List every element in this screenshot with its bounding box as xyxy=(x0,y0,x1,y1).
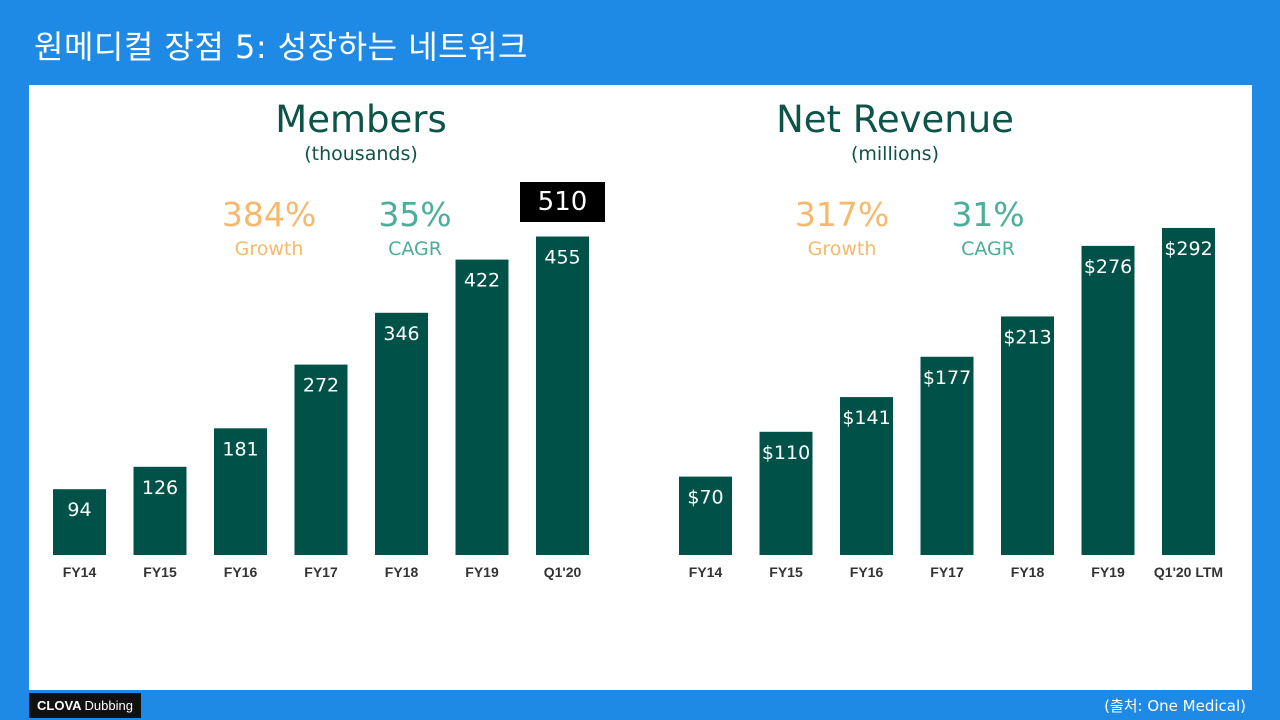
members-category-label: FY14 xyxy=(63,564,97,580)
revenue-category-label: FY19 xyxy=(1091,564,1125,580)
members-value-label: 346 xyxy=(383,323,419,345)
members-category-label: FY15 xyxy=(143,564,177,580)
revenue-bar xyxy=(1081,245,1135,555)
revenue-bar-chart: $70 FY14 $110 FY15 $141 FY16 $177 FY17 $213 FY18 $… xyxy=(679,227,1223,580)
revenue-bar xyxy=(920,356,974,555)
revenue-value-label: $141 xyxy=(842,407,890,429)
revenue-value-label: $70 xyxy=(687,487,723,509)
members-bar xyxy=(294,364,348,555)
members-category-label: Q1'20 xyxy=(544,564,582,580)
members-value-label: 181 xyxy=(222,438,258,460)
members-chart-subtitle: (thousands) xyxy=(304,143,418,165)
members-cagr-label: CAGR xyxy=(388,238,442,260)
revenue-value-label: $213 xyxy=(1003,326,1051,348)
revenue-chart-subtitle: (millions) xyxy=(850,143,939,165)
logo-product: Dubbing xyxy=(84,698,133,713)
members-bar xyxy=(536,236,589,555)
revenue-value-label: $276 xyxy=(1084,256,1132,278)
members-category-label: FY16 xyxy=(224,564,258,580)
logo-brand: CLOVA xyxy=(37,698,82,713)
members-value-label: 126 xyxy=(142,477,178,499)
members-category-label: FY19 xyxy=(465,564,499,580)
revenue-category-label: FY17 xyxy=(930,564,964,580)
revenue-bar xyxy=(840,397,893,555)
members-bar xyxy=(133,466,187,555)
revenue-category-label: Q1'20 LTM xyxy=(1154,564,1223,580)
revenue-category-label: FY14 xyxy=(689,564,723,580)
members-value-label: 422 xyxy=(464,270,500,292)
callout-label: 510 xyxy=(520,182,605,222)
members-chart-title: Members xyxy=(275,98,447,141)
members-bar xyxy=(455,259,509,555)
members-bar xyxy=(53,489,106,555)
members-growth-label: Growth xyxy=(234,238,304,260)
revenue-growth-label: Growth xyxy=(807,238,877,260)
revenue-value-label: $110 xyxy=(762,442,810,464)
members-bar-chart: 94 FY14 126 FY15 181 FY16 272 FY17 346 FY18 422 FY1… xyxy=(53,236,589,580)
members-value-label: 94 xyxy=(67,499,91,521)
revenue-bar xyxy=(679,476,732,555)
source-note: (출처: One Medical) xyxy=(1104,697,1246,715)
revenue-cagr-label: CAGR xyxy=(961,238,1015,260)
members-value-label: 272 xyxy=(303,375,339,397)
revenue-bar xyxy=(1001,316,1054,555)
members-bar xyxy=(214,428,267,555)
members-bar xyxy=(375,312,428,555)
members-cagr-value: 35% xyxy=(378,195,452,234)
revenue-bar xyxy=(1162,227,1215,555)
revenue-bar xyxy=(759,431,813,555)
slide-title: 원메디컬 장점 5: 성장하는 네트워크 xyxy=(34,28,528,66)
revenue-value-label: $292 xyxy=(1164,238,1212,260)
clova-dubbing-logo: CLOVA Dubbing xyxy=(29,693,141,718)
members-category-label: FY17 xyxy=(304,564,338,580)
members-category-label: FY18 xyxy=(385,564,419,580)
members-growth-value: 384% xyxy=(221,195,317,234)
revenue-category-label: FY15 xyxy=(769,564,803,580)
revenue-category-label: FY18 xyxy=(1011,564,1045,580)
revenue-category-label: FY16 xyxy=(850,564,884,580)
revenue-value-label: $177 xyxy=(923,367,971,389)
revenue-chart-title: Net Revenue xyxy=(776,98,1014,141)
revenue-cagr-value: 31% xyxy=(951,195,1025,234)
members-value-label: 455 xyxy=(544,247,580,269)
revenue-growth-value: 317% xyxy=(794,195,890,234)
